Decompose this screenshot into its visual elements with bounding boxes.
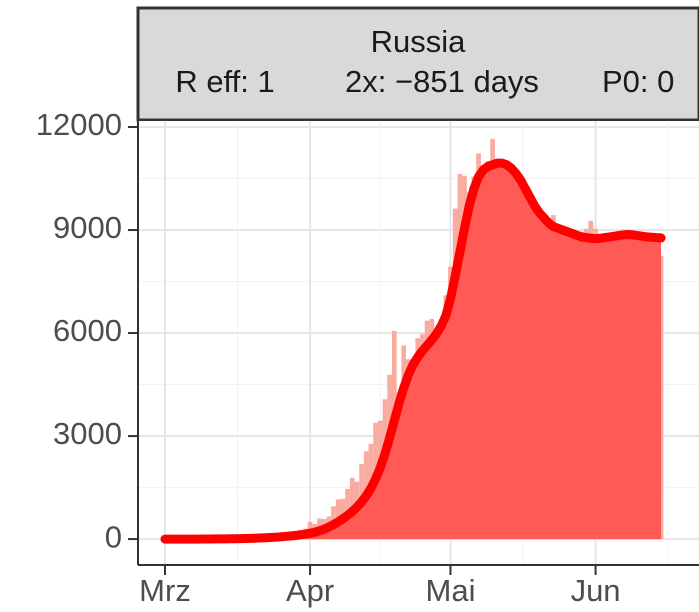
annotation: 2x: −851 days	[345, 64, 539, 99]
x-tick-label: Apr	[286, 573, 334, 608]
x-tick-label: Mai	[426, 573, 476, 608]
y-tick-label: 9000	[53, 210, 122, 245]
x-tick-label: Mrz	[139, 573, 191, 608]
y-tick-label: 0	[105, 519, 122, 554]
strip	[136, 6, 699, 122]
line	[160, 158, 666, 544]
y-tick-label: 6000	[53, 313, 122, 348]
x-tick-label: Jun	[571, 573, 621, 608]
y-tick-label: 12000	[36, 107, 122, 142]
annotation: P0: 0	[602, 64, 674, 99]
y-tick-label: 3000	[53, 416, 122, 451]
chart-title: Russia	[371, 24, 467, 59]
area	[165, 163, 662, 540]
annotation: R eff: 1	[175, 64, 274, 99]
